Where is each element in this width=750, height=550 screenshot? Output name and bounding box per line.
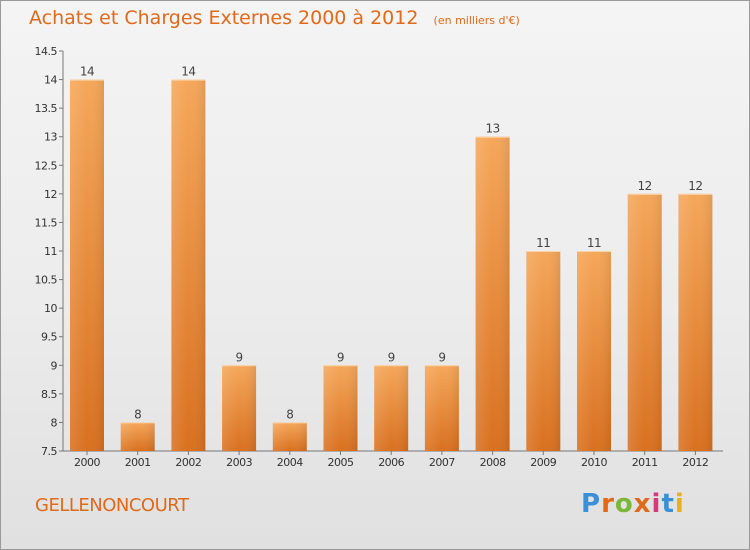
bar-value-label: 14	[80, 65, 94, 79]
logo-letter: t	[661, 489, 675, 519]
x-tick-label: 2005	[328, 456, 354, 469]
x-tick-label: 2010	[581, 456, 607, 469]
y-tick-label: 13	[44, 131, 57, 144]
x-tick-label: 2003	[226, 456, 252, 469]
logo-letter: r	[601, 489, 615, 519]
bar-value-label: 12	[638, 179, 652, 193]
y-tick-label: 14.5	[35, 45, 58, 58]
y-tick-label: 10.5	[35, 274, 58, 287]
x-tick-label: 2006	[378, 456, 404, 469]
proxiti-logo: Proxiti	[581, 489, 685, 519]
bar-value-label: 9	[236, 350, 243, 364]
bar-value-label: 14	[181, 65, 195, 79]
y-tick-label: 9.5	[41, 331, 57, 344]
bar-value-label: 8	[134, 407, 141, 421]
x-tick-label: 2001	[125, 456, 151, 469]
y-tick-label: 12.5	[35, 159, 58, 172]
bar-shade-2005	[323, 365, 358, 451]
x-tick-label: 2002	[175, 456, 201, 469]
logo-letter: o	[614, 489, 634, 519]
location-label: GELLENONCOURT	[35, 495, 189, 516]
y-tick-label: 8.5	[41, 388, 57, 401]
y-tick-label: 11.5	[35, 216, 58, 229]
bar-layer	[70, 79, 713, 452]
bar-value-label: 11	[587, 236, 601, 250]
bar-value-label: 9	[438, 350, 445, 364]
bar-shade-2007	[424, 365, 459, 451]
x-tick-label: 2011	[632, 456, 658, 469]
bar-shade-2010	[577, 251, 611, 451]
y-tick-label: 13.5	[35, 102, 58, 115]
bar-shade-2003	[222, 365, 257, 451]
x-tick-label: 2007	[429, 456, 455, 469]
x-tick-label: 2009	[530, 456, 556, 469]
bar-shade-2008	[475, 136, 510, 451]
bar-value-label: 9	[388, 350, 395, 364]
x-tick-label: 2000	[74, 456, 100, 469]
bar-shade-2009	[526, 251, 561, 451]
bar-shade-2002	[171, 79, 206, 452]
bar-value-label: 11	[536, 236, 550, 250]
x-tick-label: 2008	[480, 456, 506, 469]
y-tick-label: 12	[44, 188, 57, 201]
chart-title-main: Achats et Charges Externes 2000 à 2012	[29, 7, 419, 29]
bar-value-label: 12	[688, 179, 702, 193]
y-tick-label: 10	[44, 302, 57, 315]
y-tick-label: 7.5	[41, 445, 57, 458]
x-tick-label: 2012	[682, 456, 708, 469]
bar-shade-2012	[678, 193, 713, 451]
y-tick-label: 8	[51, 416, 58, 429]
bar-shade-2004	[272, 422, 307, 451]
bar-shade-2000	[70, 79, 104, 452]
bar-shade-2011	[627, 193, 662, 451]
logo-letter: i	[674, 489, 685, 519]
y-tick-label: 9	[51, 359, 58, 372]
x-tick-label: 2004	[277, 456, 303, 469]
y-tick-label: 11	[44, 245, 57, 258]
bar-value-label: 9	[337, 350, 344, 364]
logo-letter: i	[651, 489, 662, 519]
bar-shade-2006	[374, 365, 409, 451]
y-tick-label: 14	[44, 74, 57, 87]
bar-value-label: 8	[286, 407, 293, 421]
bar-shade-2001	[120, 422, 155, 451]
logo-letter: x	[633, 489, 652, 519]
chart-title: Achats et Charges Externes 2000 à 2012 (…	[29, 7, 520, 29]
logo-letter: P	[581, 489, 602, 519]
bar-value-label: 13	[485, 122, 499, 136]
chart-title-unit: (en milliers d'€)	[433, 14, 520, 27]
label-layer: 14 2000 8 2001 14 2002 9 2003 8 2004 9 2005 9 2006 9 20…	[74, 65, 709, 469]
